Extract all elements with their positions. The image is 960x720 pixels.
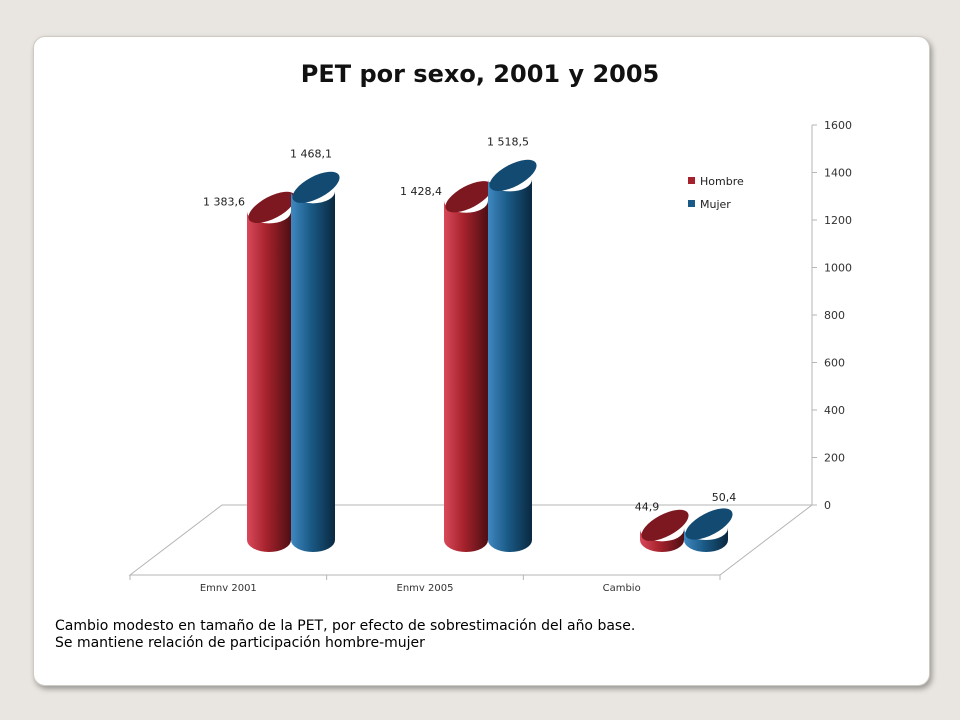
bar-mujer (488, 159, 537, 552)
bar-top (489, 159, 537, 191)
data-label: 1 518,5 (487, 135, 529, 148)
note-line-1: Cambio modesto en tamaño de la PET, por … (55, 618, 636, 634)
bar-body (444, 200, 488, 552)
bar-top (641, 509, 689, 541)
bar-top (292, 171, 340, 203)
legend-label-hombre: Hombre (700, 175, 744, 188)
bar-body (488, 179, 532, 552)
y-tick-label: 1200 (824, 214, 852, 227)
legend-swatch-hombre (688, 177, 695, 184)
y-tick-label: 200 (824, 452, 845, 465)
x-tick-label: Enmv 2005 (397, 583, 454, 594)
y-tick-label: 1000 (824, 262, 852, 275)
data-label: 50,4 (712, 491, 737, 504)
legend: Hombre Mujer (688, 175, 744, 211)
x-axis: Emnv 2001 Enmv 2005 Cambio (129, 575, 721, 594)
data-label: 44,9 (635, 500, 660, 513)
data-label: 1 383,6 (203, 195, 245, 208)
legend-label-mujer: Mujer (700, 198, 731, 211)
bar-hombre (444, 181, 493, 552)
bar-mujer (291, 171, 340, 553)
bar-hombre (640, 509, 689, 552)
bar-hombre (247, 191, 296, 552)
bars (247, 159, 733, 553)
data-labels: 1 383,6 1 428,4 44,9 1 468,1 1 518,5 50,4 (203, 135, 736, 513)
y-tick-label: 600 (824, 357, 845, 370)
x-tick-label: Emnv 2001 (200, 583, 257, 594)
bar-body (684, 528, 728, 552)
bar-top (248, 191, 296, 223)
bar-body (247, 211, 291, 552)
x-tick-label: Cambio (603, 583, 641, 594)
data-label: 1 468,1 (290, 147, 332, 160)
y-tick-label: 400 (824, 404, 845, 417)
bar-mujer (684, 508, 733, 552)
y-tick-label: 1600 (824, 119, 852, 132)
y-tick-label: 1400 (824, 167, 852, 180)
chart-title: PET por sexo, 2001 y 2005 (300, 60, 660, 88)
y-tick-label: 0 (824, 499, 831, 512)
note-line-2: Se mantiene relación de participación ho… (55, 635, 425, 651)
bar-top (445, 181, 493, 213)
legend-swatch-mujer (688, 200, 695, 207)
bar-top (685, 508, 733, 540)
bar-body (291, 191, 335, 553)
y-axis: 0 200 400 600 800 1000 1200 1400 1600 (812, 119, 852, 512)
bar-body (640, 529, 684, 552)
slide-notes: Cambio modesto en tamaño de la PET, por … (55, 618, 635, 652)
y-tick-label: 800 (824, 309, 845, 322)
data-label: 1 428,4 (400, 185, 442, 198)
